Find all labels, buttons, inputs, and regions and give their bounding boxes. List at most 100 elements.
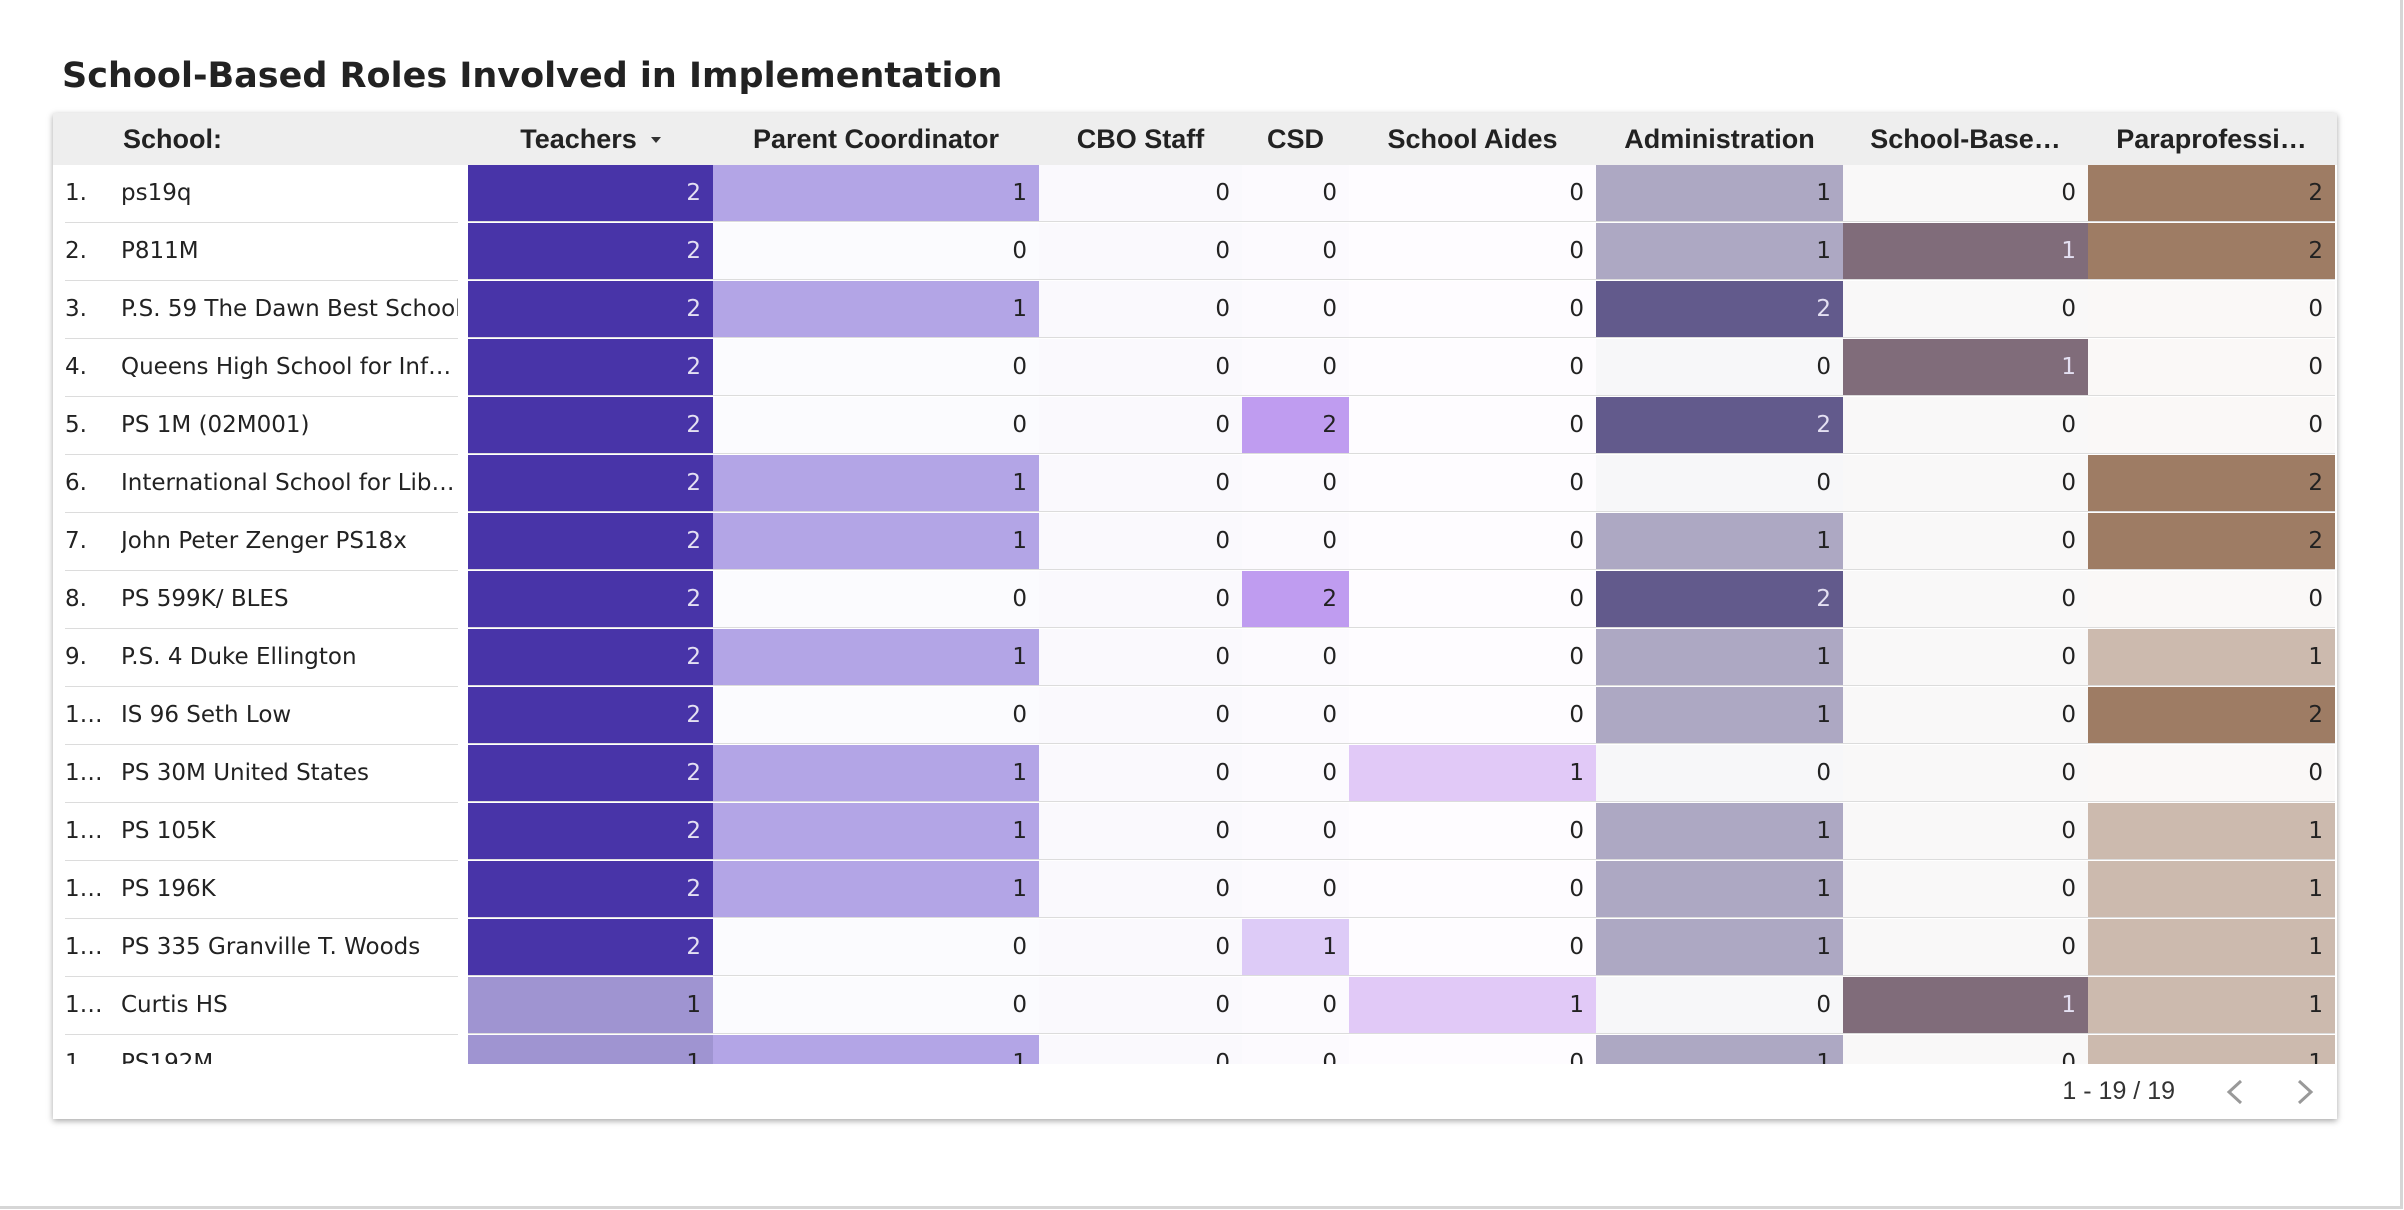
heat-cell: 0 [1843, 687, 2088, 744]
heat-cell: 1 [468, 1035, 713, 1064]
heat-cell: 2 [2088, 223, 2335, 280]
heat-cell: 0 [1349, 281, 1596, 338]
heat-cell: 0 [1242, 165, 1349, 222]
column-header[interactable]: Paraprofessi… [2116, 124, 2307, 154]
heat-cell: 1 [468, 977, 713, 1034]
heat-cell: 1 [1349, 745, 1596, 802]
heat-cell: 1 [713, 629, 1039, 686]
table-row: 3. P.S. 59 The Dawn Best School 2 1 0 0 0 2 0 0 [53, 281, 2337, 339]
heat-cell: 2 [468, 919, 713, 976]
school-name: International School for Lib… [121, 455, 458, 513]
heat-cell: 0 [1242, 861, 1349, 918]
heat-cell: 0 [1843, 629, 2088, 686]
heat-cell: 1 [1843, 339, 2088, 396]
heat-cell: 1 [2088, 861, 2335, 918]
heat-cell: 0 [1039, 919, 1242, 976]
heat-cell: 0 [1596, 455, 1843, 512]
heat-cell: 0 [1039, 1035, 1242, 1064]
heat-cell: 0 [1843, 571, 2088, 628]
row-index: 1… [65, 919, 121, 977]
heat-cell: 0 [1843, 745, 2088, 802]
heat-cell: 0 [1039, 513, 1242, 570]
heat-cell: 0 [1039, 977, 1242, 1034]
heat-cell: 0 [1349, 223, 1596, 280]
next-page-button[interactable] [2293, 1078, 2317, 1106]
heat-cell: 0 [2088, 745, 2335, 802]
column-header[interactable]: School Aides [1387, 124, 1558, 154]
table-row: 1. ps19q 2 1 0 0 0 1 0 2 [53, 165, 2337, 223]
sort-arrow [650, 137, 661, 143]
heat-cell: 1 [1596, 919, 1843, 976]
heat-cell: 1 [1596, 803, 1843, 860]
heat-cell: 0 [2088, 571, 2335, 628]
heat-cell: 0 [1039, 223, 1242, 280]
heat-cell: 2 [1596, 397, 1843, 454]
heat-cell: 1 [1596, 1035, 1843, 1064]
heat-cell: 2 [468, 165, 713, 222]
heat-cell: 1 [1596, 223, 1843, 280]
column-header[interactable]: School-Base… [1870, 124, 2061, 154]
heat-cell: 2 [1596, 281, 1843, 338]
table-row: 1… PS 30M United States 2 1 0 0 1 0 0 0 [53, 745, 2337, 803]
heat-cell: 0 [1843, 803, 2088, 860]
table-row: 4. Queens High School for Inf… 2 0 0 0 0 0 1 0 [53, 339, 2337, 397]
heat-cell: 2 [468, 571, 713, 628]
heat-cell: 0 [1039, 745, 1242, 802]
column-header[interactable]: CBO Staff [1076, 124, 1205, 154]
table-row: 1… PS192M 1 1 0 0 0 1 0 1 [53, 1035, 2337, 1064]
heat-cell: 0 [1039, 397, 1242, 454]
heat-cell: 0 [713, 571, 1039, 628]
heat-cell: 1 [2088, 629, 2335, 686]
column-header[interactable]: Parent Coordinator [752, 124, 1000, 154]
heat-cell: 0 [1242, 687, 1349, 744]
prev-page-button[interactable] [2223, 1078, 2247, 1106]
school-name: P811M [121, 223, 458, 281]
heat-cell: 2 [1242, 571, 1349, 628]
heat-cell: 1 [2088, 977, 2335, 1034]
heat-cell: 2 [468, 223, 713, 280]
heat-cell: 1 [1596, 629, 1843, 686]
column-header[interactable]: Administration [1624, 124, 1815, 154]
column-header[interactable]: Teachers [520, 124, 637, 154]
table-row: 1… IS 96 Seth Low 2 0 0 0 0 1 0 2 [53, 687, 2337, 745]
column-header[interactable]: School: [123, 124, 222, 154]
heat-cell: 1 [1596, 687, 1843, 744]
row-index: 1… [65, 803, 121, 861]
heat-cell: 0 [1349, 513, 1596, 570]
school-name: PS 1M (02M001) [121, 397, 458, 455]
table-row: 9. P.S. 4 Duke Ellington 2 1 0 0 0 1 0 1 [53, 629, 2337, 687]
heat-cell: 0 [1349, 165, 1596, 222]
school-name: PS 335 Granville T. Woods [121, 919, 458, 977]
heat-cell: 0 [1039, 339, 1242, 396]
table-row: 7. John Peter Zenger PS18x 2 1 0 0 0 1 0 2 [53, 513, 2337, 571]
heat-cell: 1 [2088, 919, 2335, 976]
heat-cell: 2 [468, 687, 713, 744]
table-row: 6. International School for Lib… 2 1 0 0 0 0 0 2 [53, 455, 2337, 513]
heat-cell: 1 [1349, 977, 1596, 1034]
heat-cell: 1 [1596, 861, 1843, 918]
heat-cell: 0 [1039, 281, 1242, 338]
heat-cell: 0 [1349, 803, 1596, 860]
heat-cell: 2 [468, 397, 713, 454]
row-index: 5. [65, 397, 121, 455]
heat-cell: 1 [713, 803, 1039, 860]
row-index: 7. [65, 513, 121, 571]
row-index: 4. [65, 339, 121, 397]
school-name: PS 599K/ BLES [121, 571, 458, 629]
heat-cell: 0 [1242, 223, 1349, 280]
table-footer: 1 - 19 / 19 [53, 1064, 2337, 1119]
heat-cell: 0 [1349, 455, 1596, 512]
heat-cell: 0 [1242, 629, 1349, 686]
column-header[interactable]: CSD [1266, 124, 1324, 154]
heat-cell: 0 [1349, 919, 1596, 976]
school-name: IS 96 Seth Low [121, 687, 458, 745]
heat-cell: 2 [2088, 513, 2335, 570]
heat-cell: 2 [468, 339, 713, 396]
heat-cell: 1 [713, 165, 1039, 222]
row-index: 6. [65, 455, 121, 513]
heat-cell: 0 [1349, 629, 1596, 686]
pagination-label: 1 - 19 / 19 [2062, 1077, 2175, 1105]
heat-cell: 0 [1596, 977, 1843, 1034]
heat-cell: 2 [1596, 571, 1843, 628]
table-row: 1… PS 196K 2 1 0 0 0 1 0 1 [53, 861, 2337, 919]
